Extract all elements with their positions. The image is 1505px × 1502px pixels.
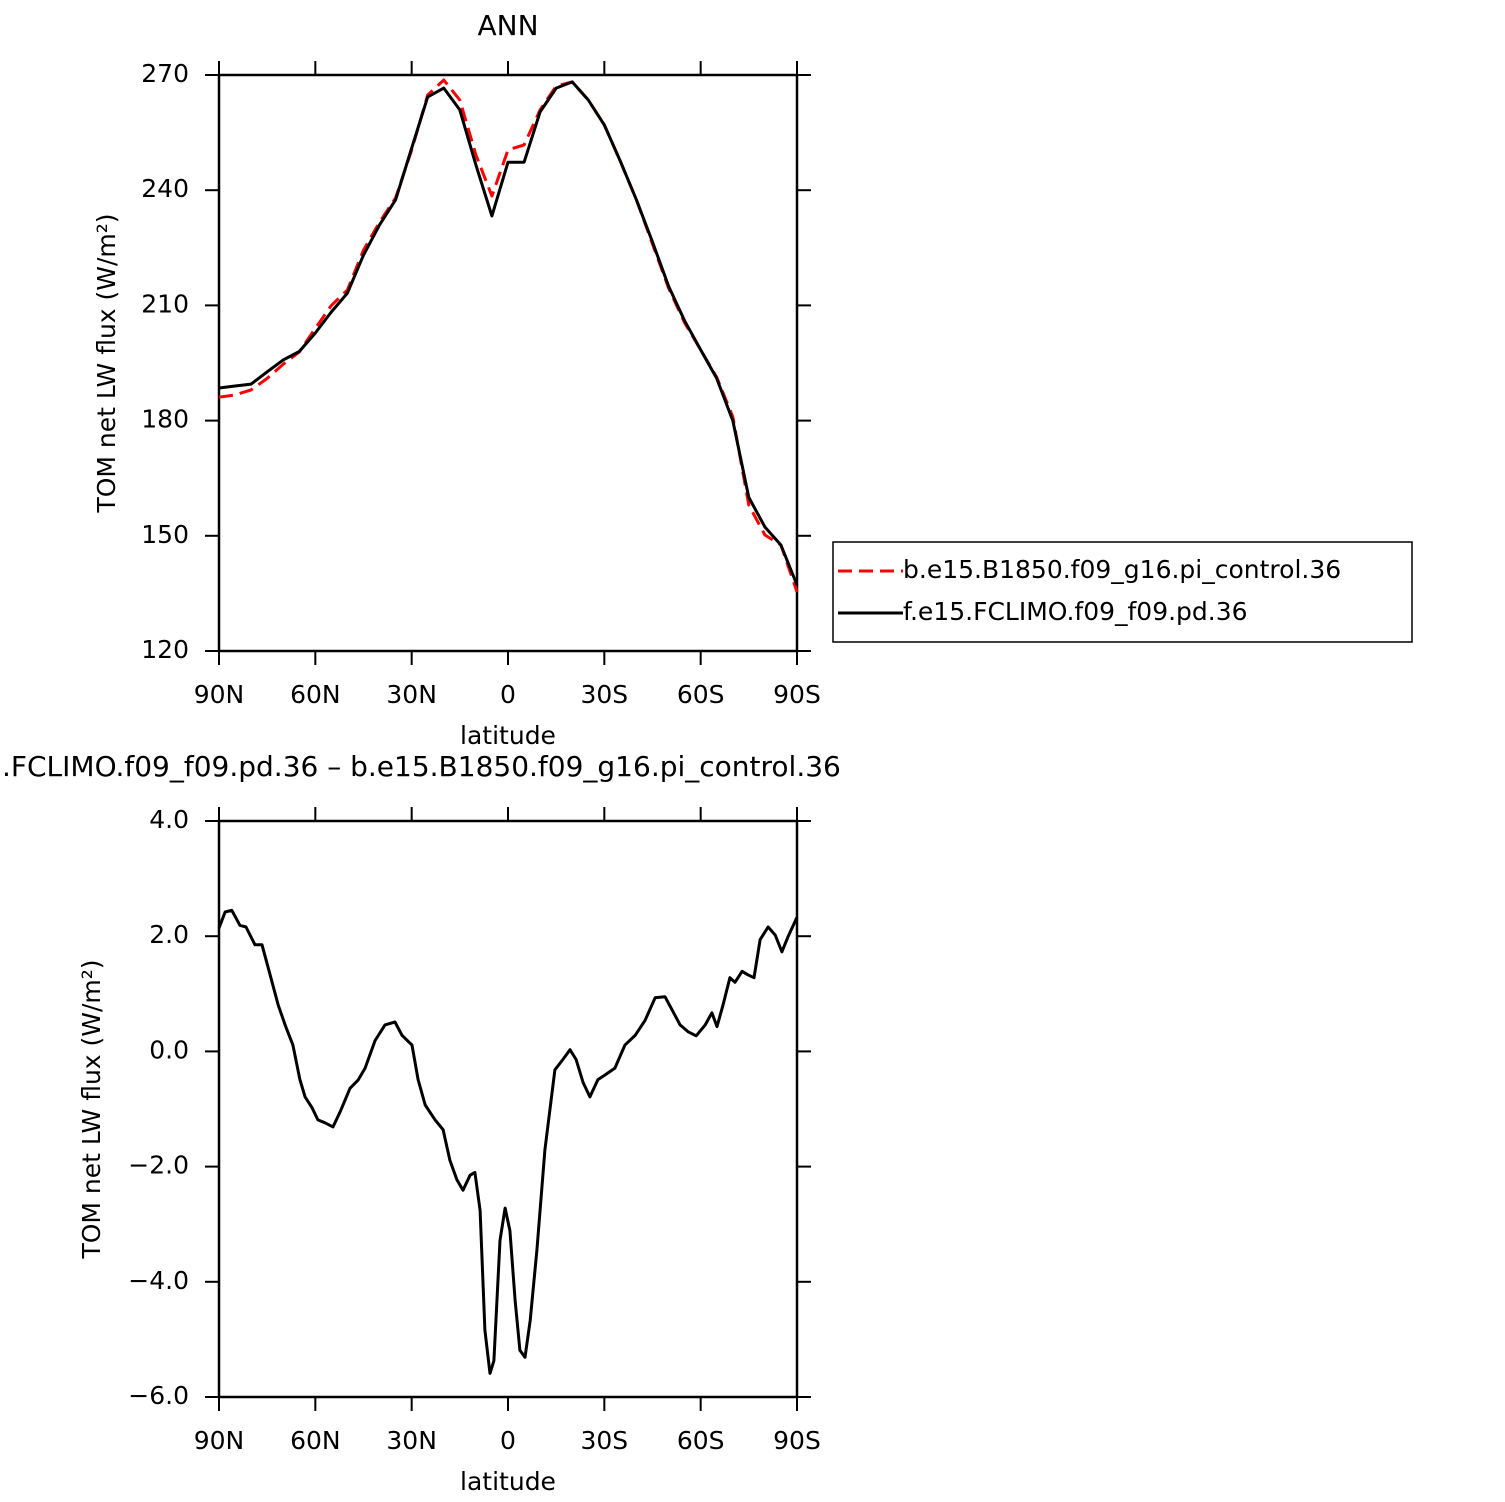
plot-frame	[217, 819, 799, 1399]
plot-frame	[217, 73, 799, 653]
x-tick-label: 60N	[290, 680, 341, 709]
y-tick-label: −6.0	[128, 1381, 189, 1410]
x-tick-label: 30N	[386, 680, 437, 709]
legend-label: b.e15.B1850.f09_g16.pi_control.36	[903, 555, 1341, 584]
y-tick-label: 120	[141, 635, 189, 664]
x-tick-label: 90S	[773, 680, 821, 709]
y-tick-label: 2.0	[149, 920, 189, 949]
y-axis-label: TOM net LW flux (W/m²)	[77, 959, 106, 1259]
y-tick-label: 180	[141, 405, 189, 434]
x-tick-label: 30S	[580, 1426, 628, 1455]
y-tick-label: 150	[141, 520, 189, 549]
x-tick-label: 0	[500, 1426, 516, 1455]
x-axis-label: latitude	[460, 721, 556, 750]
y-axis-label: TOM net LW flux (W/m²)	[92, 213, 121, 513]
x-axis-label: latitude	[460, 1467, 556, 1496]
chart-title: ANN	[477, 9, 538, 42]
x-tick-label: 30N	[386, 1426, 437, 1455]
y-tick-label: −2.0	[128, 1151, 189, 1180]
x-tick-label: 90S	[773, 1426, 821, 1455]
x-tick-label: 90N	[194, 1426, 245, 1455]
data-line	[217, 908, 799, 1375]
x-tick-label: 90N	[194, 680, 245, 709]
y-tick-label: 0.0	[149, 1035, 189, 1064]
series-line	[218, 80, 799, 586]
y-tick-label: 210	[141, 289, 189, 318]
x-tick-label: 60S	[677, 680, 725, 709]
y-tick-label: 270	[141, 59, 189, 88]
y-tick-label: −4.0	[128, 1266, 189, 1295]
x-tick-label: 60N	[290, 1426, 341, 1455]
legend-box	[832, 541, 1413, 643]
chart-title: .FCLIMO.f09_f09.pd.36 – b.e15.B1850.f09_…	[2, 750, 841, 783]
legend-label: f.e15.FCLIMO.f09_f09.pd.36	[903, 597, 1248, 626]
series-line	[218, 78, 799, 593]
y-tick-label: 240	[141, 174, 189, 203]
x-tick-label: 30S	[580, 680, 628, 709]
x-tick-label: 60S	[677, 1426, 725, 1455]
y-tick-label: 4.0	[149, 805, 189, 834]
x-tick-label: 0	[500, 680, 516, 709]
